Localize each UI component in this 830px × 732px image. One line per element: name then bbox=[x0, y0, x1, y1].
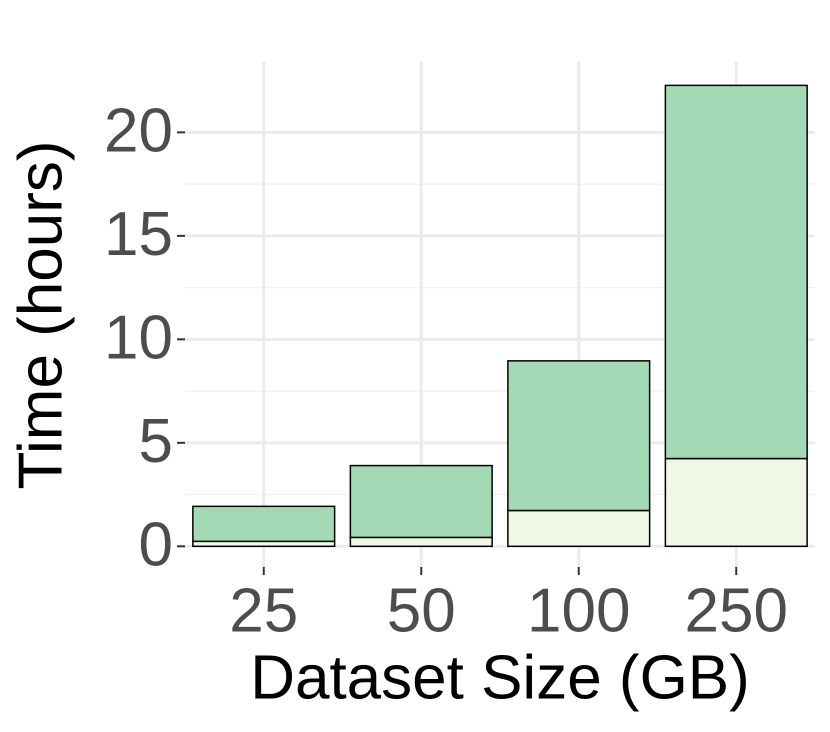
y-tick-label: 20 bbox=[104, 97, 173, 166]
y-axis-title: Time (hours) bbox=[6, 140, 75, 489]
bar-segment bbox=[507, 509, 651, 548]
bar-segment bbox=[664, 457, 808, 548]
x-tick-label: 250 bbox=[685, 576, 788, 645]
x-tick-label: 25 bbox=[229, 576, 298, 645]
bar-segment bbox=[192, 505, 336, 543]
y-tick-label: 15 bbox=[104, 200, 173, 269]
y-tick-label: 5 bbox=[139, 407, 173, 476]
y-tick-label: 0 bbox=[139, 511, 173, 580]
bar-segment bbox=[349, 464, 493, 539]
y-tick-label: 10 bbox=[104, 304, 173, 373]
x-axis-title: Dataset Size (GB) bbox=[250, 643, 750, 712]
bar-segment bbox=[507, 360, 651, 512]
bar-segment bbox=[349, 536, 493, 548]
bar-segment bbox=[664, 84, 808, 460]
x-tick-label: 100 bbox=[527, 576, 630, 645]
x-tick-label: 50 bbox=[387, 576, 456, 645]
